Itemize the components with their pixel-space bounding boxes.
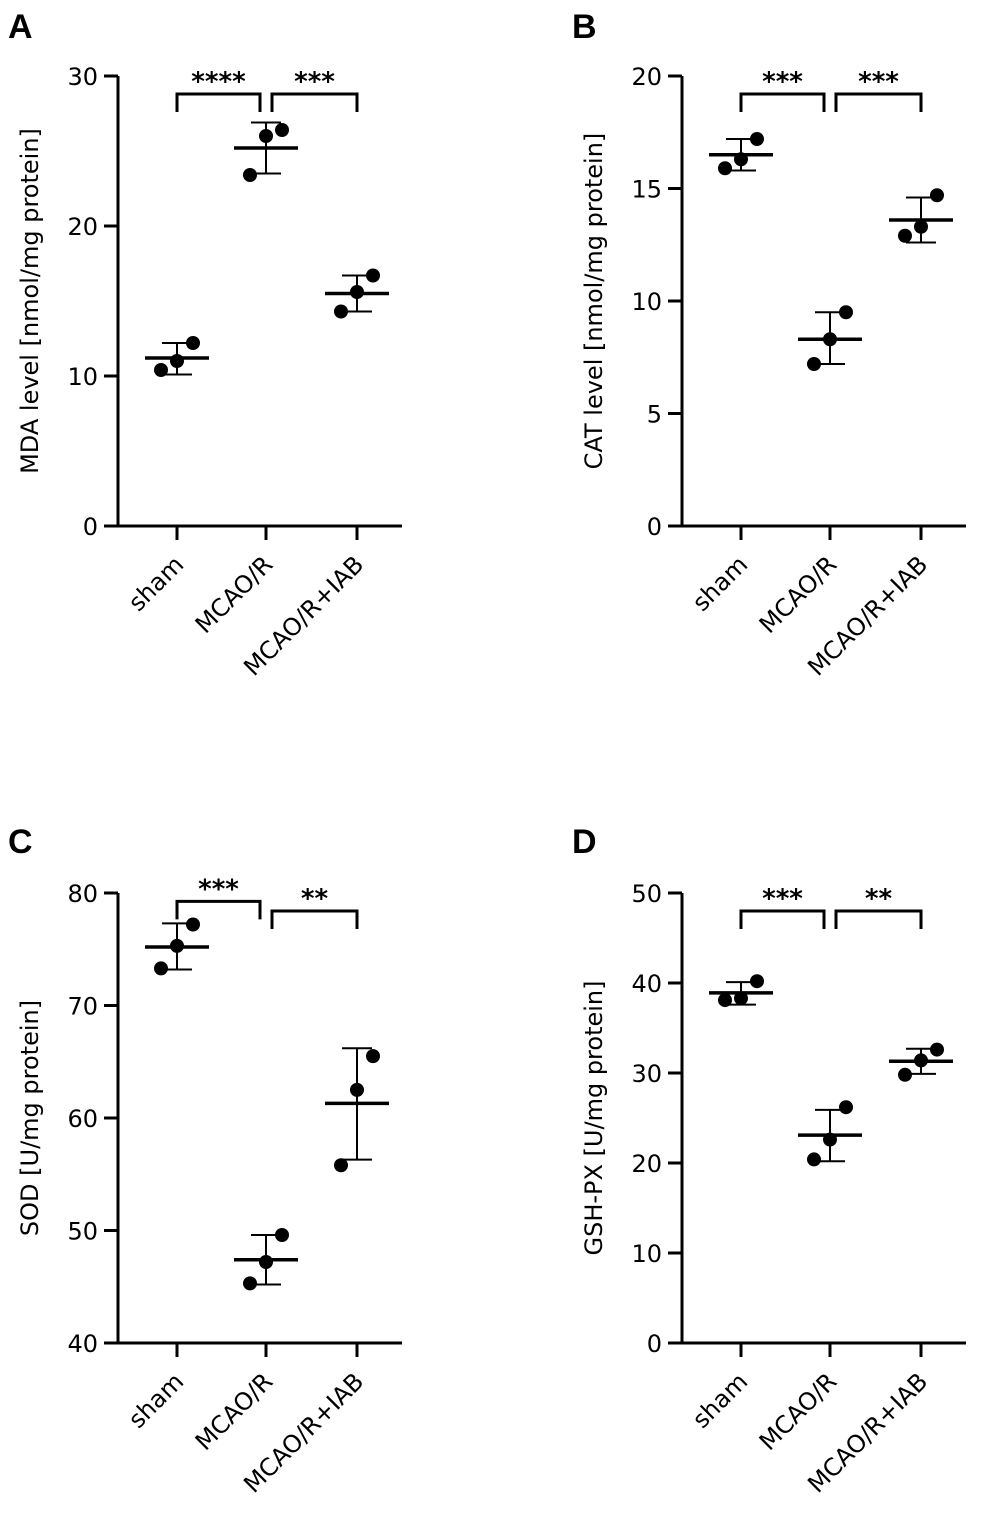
x-tick-label: sham	[687, 1367, 753, 1433]
data-point	[750, 132, 764, 146]
significance-label: ***	[762, 884, 803, 914]
significance-label: ***	[198, 874, 239, 904]
data-point	[898, 1067, 912, 1082]
data-point	[243, 168, 257, 182]
y-tick-label: 10	[631, 288, 662, 316]
panel-letter: C	[8, 823, 33, 861]
data-point	[154, 961, 168, 976]
data-point	[807, 357, 821, 371]
significance-bracket	[270, 909, 359, 929]
data-point	[914, 1053, 928, 1068]
y-tick-label: 20	[67, 213, 98, 241]
data-point	[366, 1049, 380, 1064]
y-axis-label: CAT level [nmol/mg protein]	[580, 133, 608, 470]
y-tick-label: 80	[67, 880, 98, 908]
data-point	[334, 1158, 348, 1173]
panel-a: A 0 10 20 30 MDA level [nmol/mg protein] sham M…	[8, 8, 402, 681]
data-point	[259, 129, 273, 143]
significance-label: **	[865, 884, 893, 914]
y-tick-label: 0	[647, 1330, 662, 1358]
data-point	[839, 1100, 853, 1115]
data-point	[259, 1255, 273, 1269]
x-tick-label: sham	[123, 1367, 189, 1433]
data-point	[718, 993, 732, 1008]
y-axis-label: GSH-PX [U/mg protein]	[580, 980, 608, 1255]
data-point	[823, 332, 837, 347]
data-point	[334, 304, 348, 319]
x-tick-label: MCAO/R	[190, 550, 278, 638]
data-point	[275, 123, 289, 137]
data-point	[734, 991, 748, 1006]
data-point	[930, 188, 944, 203]
data-point	[275, 1228, 289, 1242]
data-point	[734, 152, 748, 167]
panel-d: D 0 10 20 30 40 50 GSH-PX [U/mg protein] sham MCA…	[572, 823, 966, 1498]
significance-label: ****	[191, 67, 246, 97]
significance-label: ***	[762, 67, 803, 97]
x-tick-label: MCAO/R	[190, 1367, 278, 1455]
data-point	[898, 228, 912, 243]
panel-b: B 0 5 10 15 20 CAT level [nmol/mg protein] sham…	[572, 8, 966, 681]
data-point	[186, 917, 200, 932]
y-tick-label: 70	[67, 993, 98, 1021]
data-point	[718, 161, 732, 176]
x-tick-label: sham	[123, 550, 189, 616]
x-tick-label: MCAO/R	[754, 1367, 842, 1455]
significance-bracket	[739, 92, 826, 112]
significance-label: ***	[858, 67, 899, 97]
y-tick-label: 60	[67, 1105, 98, 1133]
significance-bracket	[739, 909, 826, 929]
significance-bracket	[175, 899, 262, 920]
data-point	[170, 938, 184, 953]
data-point	[807, 1152, 821, 1167]
y-tick-label: 50	[631, 880, 662, 908]
data-point	[170, 354, 184, 368]
significance-label: **	[301, 884, 329, 914]
y-tick-label: 0	[647, 513, 662, 541]
significance-bracket	[834, 909, 923, 929]
panel-letter: D	[572, 823, 597, 861]
data-point	[839, 305, 853, 320]
data-point	[350, 1082, 364, 1097]
y-tick-label: 20	[631, 1150, 662, 1178]
y-tick-label: 10	[67, 363, 98, 391]
panel-letter: B	[572, 8, 597, 46]
y-axis-label: SOD [U/mg protein]	[16, 1000, 44, 1236]
y-tick-label: 40	[631, 970, 662, 998]
data-point	[350, 285, 364, 299]
data-point	[366, 268, 380, 283]
significance-bracket	[270, 92, 359, 112]
data-point	[243, 1276, 257, 1291]
y-tick-label: 0	[83, 513, 98, 541]
data-point	[914, 219, 928, 234]
y-axis-label: MDA level [nmol/mg protein]	[16, 128, 44, 474]
y-tick-label: 40	[67, 1330, 98, 1358]
y-tick-label: 30	[67, 63, 98, 91]
y-tick-label: 15	[631, 176, 662, 204]
panel-letter: A	[8, 8, 33, 46]
y-tick-label: 50	[67, 1218, 98, 1246]
data-point	[750, 974, 764, 989]
x-tick-label: MCAO/R	[754, 550, 842, 638]
data-point	[154, 363, 168, 377]
y-tick-label: 10	[631, 1240, 662, 1268]
data-point	[823, 1132, 837, 1147]
data-point	[186, 336, 200, 350]
data-point	[930, 1042, 944, 1057]
x-tick-label: sham	[687, 550, 753, 616]
significance-bracket	[834, 92, 923, 112]
y-tick-label: 30	[631, 1060, 662, 1088]
y-tick-label: 20	[631, 63, 662, 91]
significance-label: ***	[294, 67, 335, 97]
significance-bracket	[175, 92, 262, 112]
y-tick-label: 5	[647, 401, 662, 429]
